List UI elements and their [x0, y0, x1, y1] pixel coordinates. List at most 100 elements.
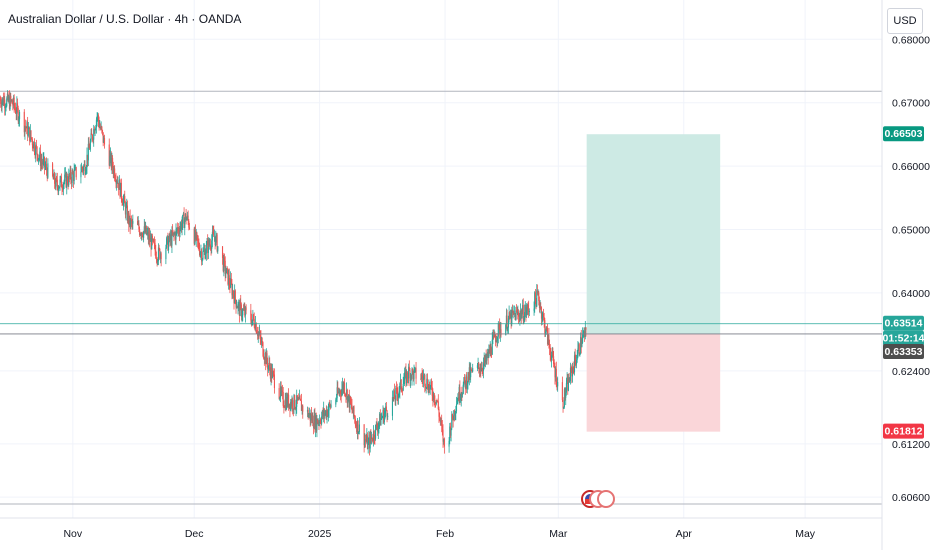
candle-body — [186, 218, 188, 221]
candle-body — [541, 317, 543, 319]
candle-body — [350, 403, 352, 405]
candle-body — [505, 315, 507, 325]
candle-body — [1, 101, 3, 107]
candle-body — [374, 438, 376, 440]
candle-body — [205, 253, 207, 259]
candle-body — [173, 232, 175, 235]
candle-body — [66, 176, 68, 188]
candle-body — [453, 410, 456, 416]
candle-body — [550, 355, 552, 361]
candle-body — [526, 310, 528, 315]
candle-body — [202, 251, 204, 260]
y-tick-label: 0.66000 — [892, 161, 930, 173]
candle-body — [316, 418, 318, 431]
candle-body — [209, 244, 211, 246]
candle-body — [356, 420, 358, 433]
candle-body — [425, 387, 427, 388]
candle-body — [43, 156, 45, 160]
candle-body — [127, 213, 129, 222]
currency-button[interactable]: USD — [887, 8, 923, 34]
candle-body — [295, 406, 297, 409]
candle-body — [237, 303, 239, 309]
candle-body — [381, 417, 383, 419]
candle-body — [539, 306, 541, 309]
candle-body — [280, 386, 282, 392]
candle-body — [203, 250, 205, 252]
candle-body — [265, 353, 267, 365]
candle-body — [174, 233, 176, 240]
candle-body — [491, 339, 493, 355]
event-flag-icon[interactable] — [597, 490, 615, 508]
candle-body — [386, 410, 388, 416]
candle-body — [352, 406, 354, 414]
candle-body — [169, 234, 171, 241]
candle-body — [339, 390, 342, 394]
candle-body — [309, 412, 311, 421]
candle-body — [465, 376, 467, 389]
target-zone[interactable] — [586, 134, 721, 334]
candle-body — [308, 412, 311, 416]
position-tool[interactable] — [586, 134, 721, 432]
candle-body — [217, 246, 219, 252]
candle-body — [513, 310, 515, 314]
candle-body — [62, 184, 64, 190]
candle-body — [321, 410, 323, 417]
candle-body — [41, 162, 44, 165]
candle-body — [265, 353, 267, 365]
candle-body — [7, 93, 9, 101]
candle-body — [345, 394, 347, 396]
candle-body — [32, 145, 34, 149]
candle-body — [387, 415, 389, 417]
price-tag-text-countdown: 01:52:14 — [882, 333, 924, 345]
candle-body — [4, 99, 6, 109]
candle-body — [69, 170, 71, 177]
candle-body — [33, 141, 35, 149]
candle-body — [456, 401, 458, 405]
candle-body — [145, 225, 147, 233]
candle-body — [325, 410, 327, 414]
candle-body — [441, 420, 443, 426]
candle-body — [380, 418, 382, 426]
candle-body — [311, 415, 313, 421]
stop-zone[interactable] — [586, 333, 721, 432]
candle-body — [415, 367, 417, 379]
candle-body — [455, 411, 457, 413]
candle-body — [462, 393, 464, 395]
candle-body — [538, 300, 540, 309]
candle-body — [476, 365, 478, 368]
candle-body — [254, 326, 256, 330]
candle-body — [528, 307, 530, 313]
candle-body — [454, 412, 456, 416]
candle-body — [213, 232, 215, 237]
candle-body — [261, 341, 263, 343]
candle-body — [364, 439, 366, 446]
candle-body — [317, 422, 319, 424]
candle-body — [301, 405, 303, 411]
candle-body — [236, 307, 238, 309]
candle-body — [126, 205, 128, 207]
candle-body — [130, 219, 133, 222]
candle-body — [414, 367, 416, 369]
price-tags: 0.66503 0.63514 01:52:140.63353 0.61812 — [0, 126, 925, 439]
candle-body — [112, 167, 114, 174]
candle-body — [385, 406, 387, 411]
candle-body — [93, 128, 95, 134]
candle-body — [346, 389, 348, 404]
candle-body — [27, 128, 29, 136]
candle-body — [139, 229, 141, 235]
candle-body — [535, 299, 537, 307]
candle-body — [569, 381, 571, 382]
candle-body — [449, 426, 451, 436]
candle-body — [423, 374, 425, 377]
candle-body — [197, 235, 199, 241]
candle-body — [27, 122, 29, 136]
economic-events[interactable] — [581, 490, 615, 508]
candle-body — [514, 313, 516, 321]
candle-body — [209, 244, 211, 249]
candle-body — [338, 391, 340, 394]
price-tag-target — [883, 126, 924, 142]
candle-body — [41, 160, 43, 163]
candle-body — [308, 415, 310, 418]
candle-body — [354, 418, 356, 425]
